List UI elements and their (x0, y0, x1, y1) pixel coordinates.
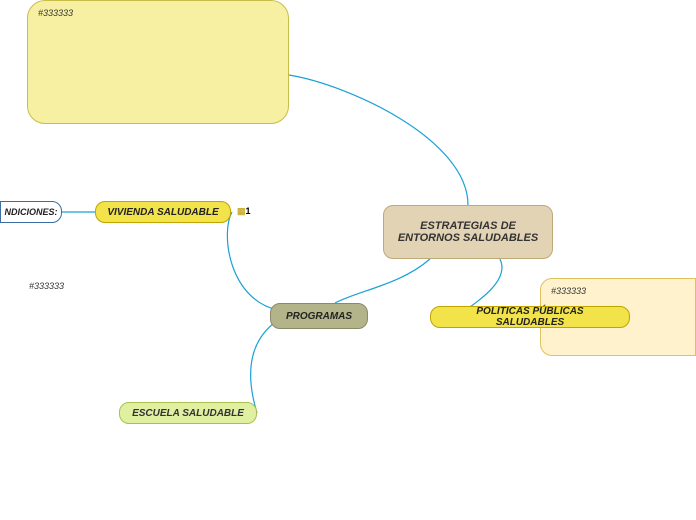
attachment-badge[interactable]: ▦1 (237, 206, 251, 217)
node-escuela[interactable]: ESCUELA SALUDABLE (119, 402, 257, 424)
node-politicas[interactable]: POLITICAS PÚBLICAS SALUDABLES (430, 306, 630, 328)
node-programas[interactable]: PROGRAMAS (270, 303, 368, 329)
node-vivienda[interactable]: VIVIENDA SALUDABLE (95, 201, 231, 223)
note-left-text: #333333 (10, 280, 64, 292)
note-politicas-text: #333333 (551, 286, 586, 296)
attachment-icon: ▦ (237, 206, 246, 216)
note-left-fragment: #333333 (0, 274, 74, 454)
node-root-label: ESTRATEGIAS DE ENTORNOS SALUDABLES (394, 220, 542, 244)
node-condiciones-label: NDICIONES: (5, 207, 58, 217)
note-definition-text: #333333 (38, 8, 73, 18)
node-root[interactable]: ESTRATEGIAS DE ENTORNOS SALUDABLES (383, 205, 553, 259)
mindmap-canvas: #333333 #333333 #333333 ESTRATEGIAS DE E… (0, 0, 696, 520)
note-definition: #333333 (27, 0, 289, 124)
node-escuela-label: ESCUELA SALUDABLE (132, 408, 244, 419)
node-politicas-label: POLITICAS PÚBLICAS SALUDABLES (441, 306, 619, 328)
node-condiciones[interactable]: NDICIONES: (0, 201, 62, 223)
node-vivienda-label: VIVIENDA SALUDABLE (107, 207, 218, 218)
node-programas-label: PROGRAMAS (286, 311, 352, 322)
attachment-count: 1 (246, 206, 251, 216)
